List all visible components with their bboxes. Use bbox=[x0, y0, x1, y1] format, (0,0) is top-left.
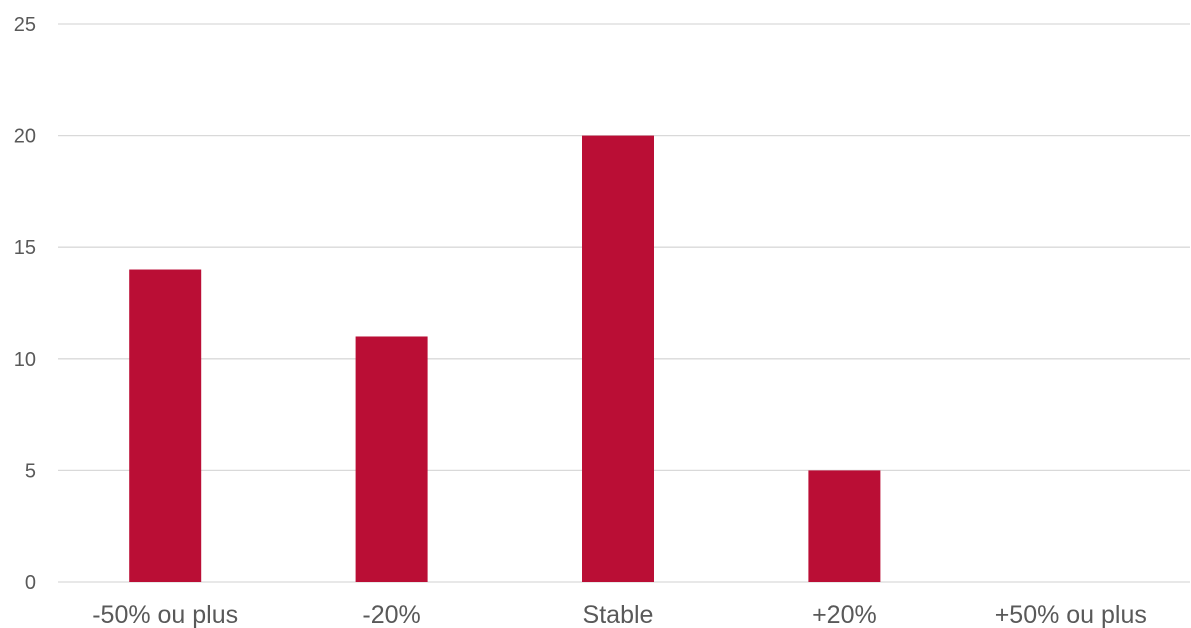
bars bbox=[129, 135, 881, 582]
x-tick-label-4: +50% ou plus bbox=[995, 601, 1147, 628]
y-tick-label-5: 5 bbox=[25, 460, 36, 482]
bar-2 bbox=[582, 135, 654, 582]
x-tick-label-0: -50% ou plus bbox=[92, 601, 238, 628]
y-tick-label-0: 0 bbox=[25, 572, 36, 594]
y-tick-label-15: 15 bbox=[14, 237, 36, 259]
bar-0 bbox=[129, 269, 202, 582]
y-tick-label-20: 20 bbox=[14, 126, 36, 148]
bar-3 bbox=[808, 470, 881, 582]
x-tick-label-3: +20% bbox=[812, 601, 877, 628]
y-tick-label-10: 10 bbox=[14, 349, 36, 371]
x-tick-label-1: -20% bbox=[362, 601, 420, 628]
y-axis-tick-labels: 0 5 10 15 20 25 bbox=[14, 14, 36, 594]
y-tick-label-25: 25 bbox=[14, 14, 36, 36]
x-axis-tick-labels: -50% ou plus -20% Stable +20% +50% ou plus bbox=[92, 601, 1147, 628]
x-tick-label-2: Stable bbox=[583, 601, 654, 628]
bar-1 bbox=[355, 336, 428, 582]
